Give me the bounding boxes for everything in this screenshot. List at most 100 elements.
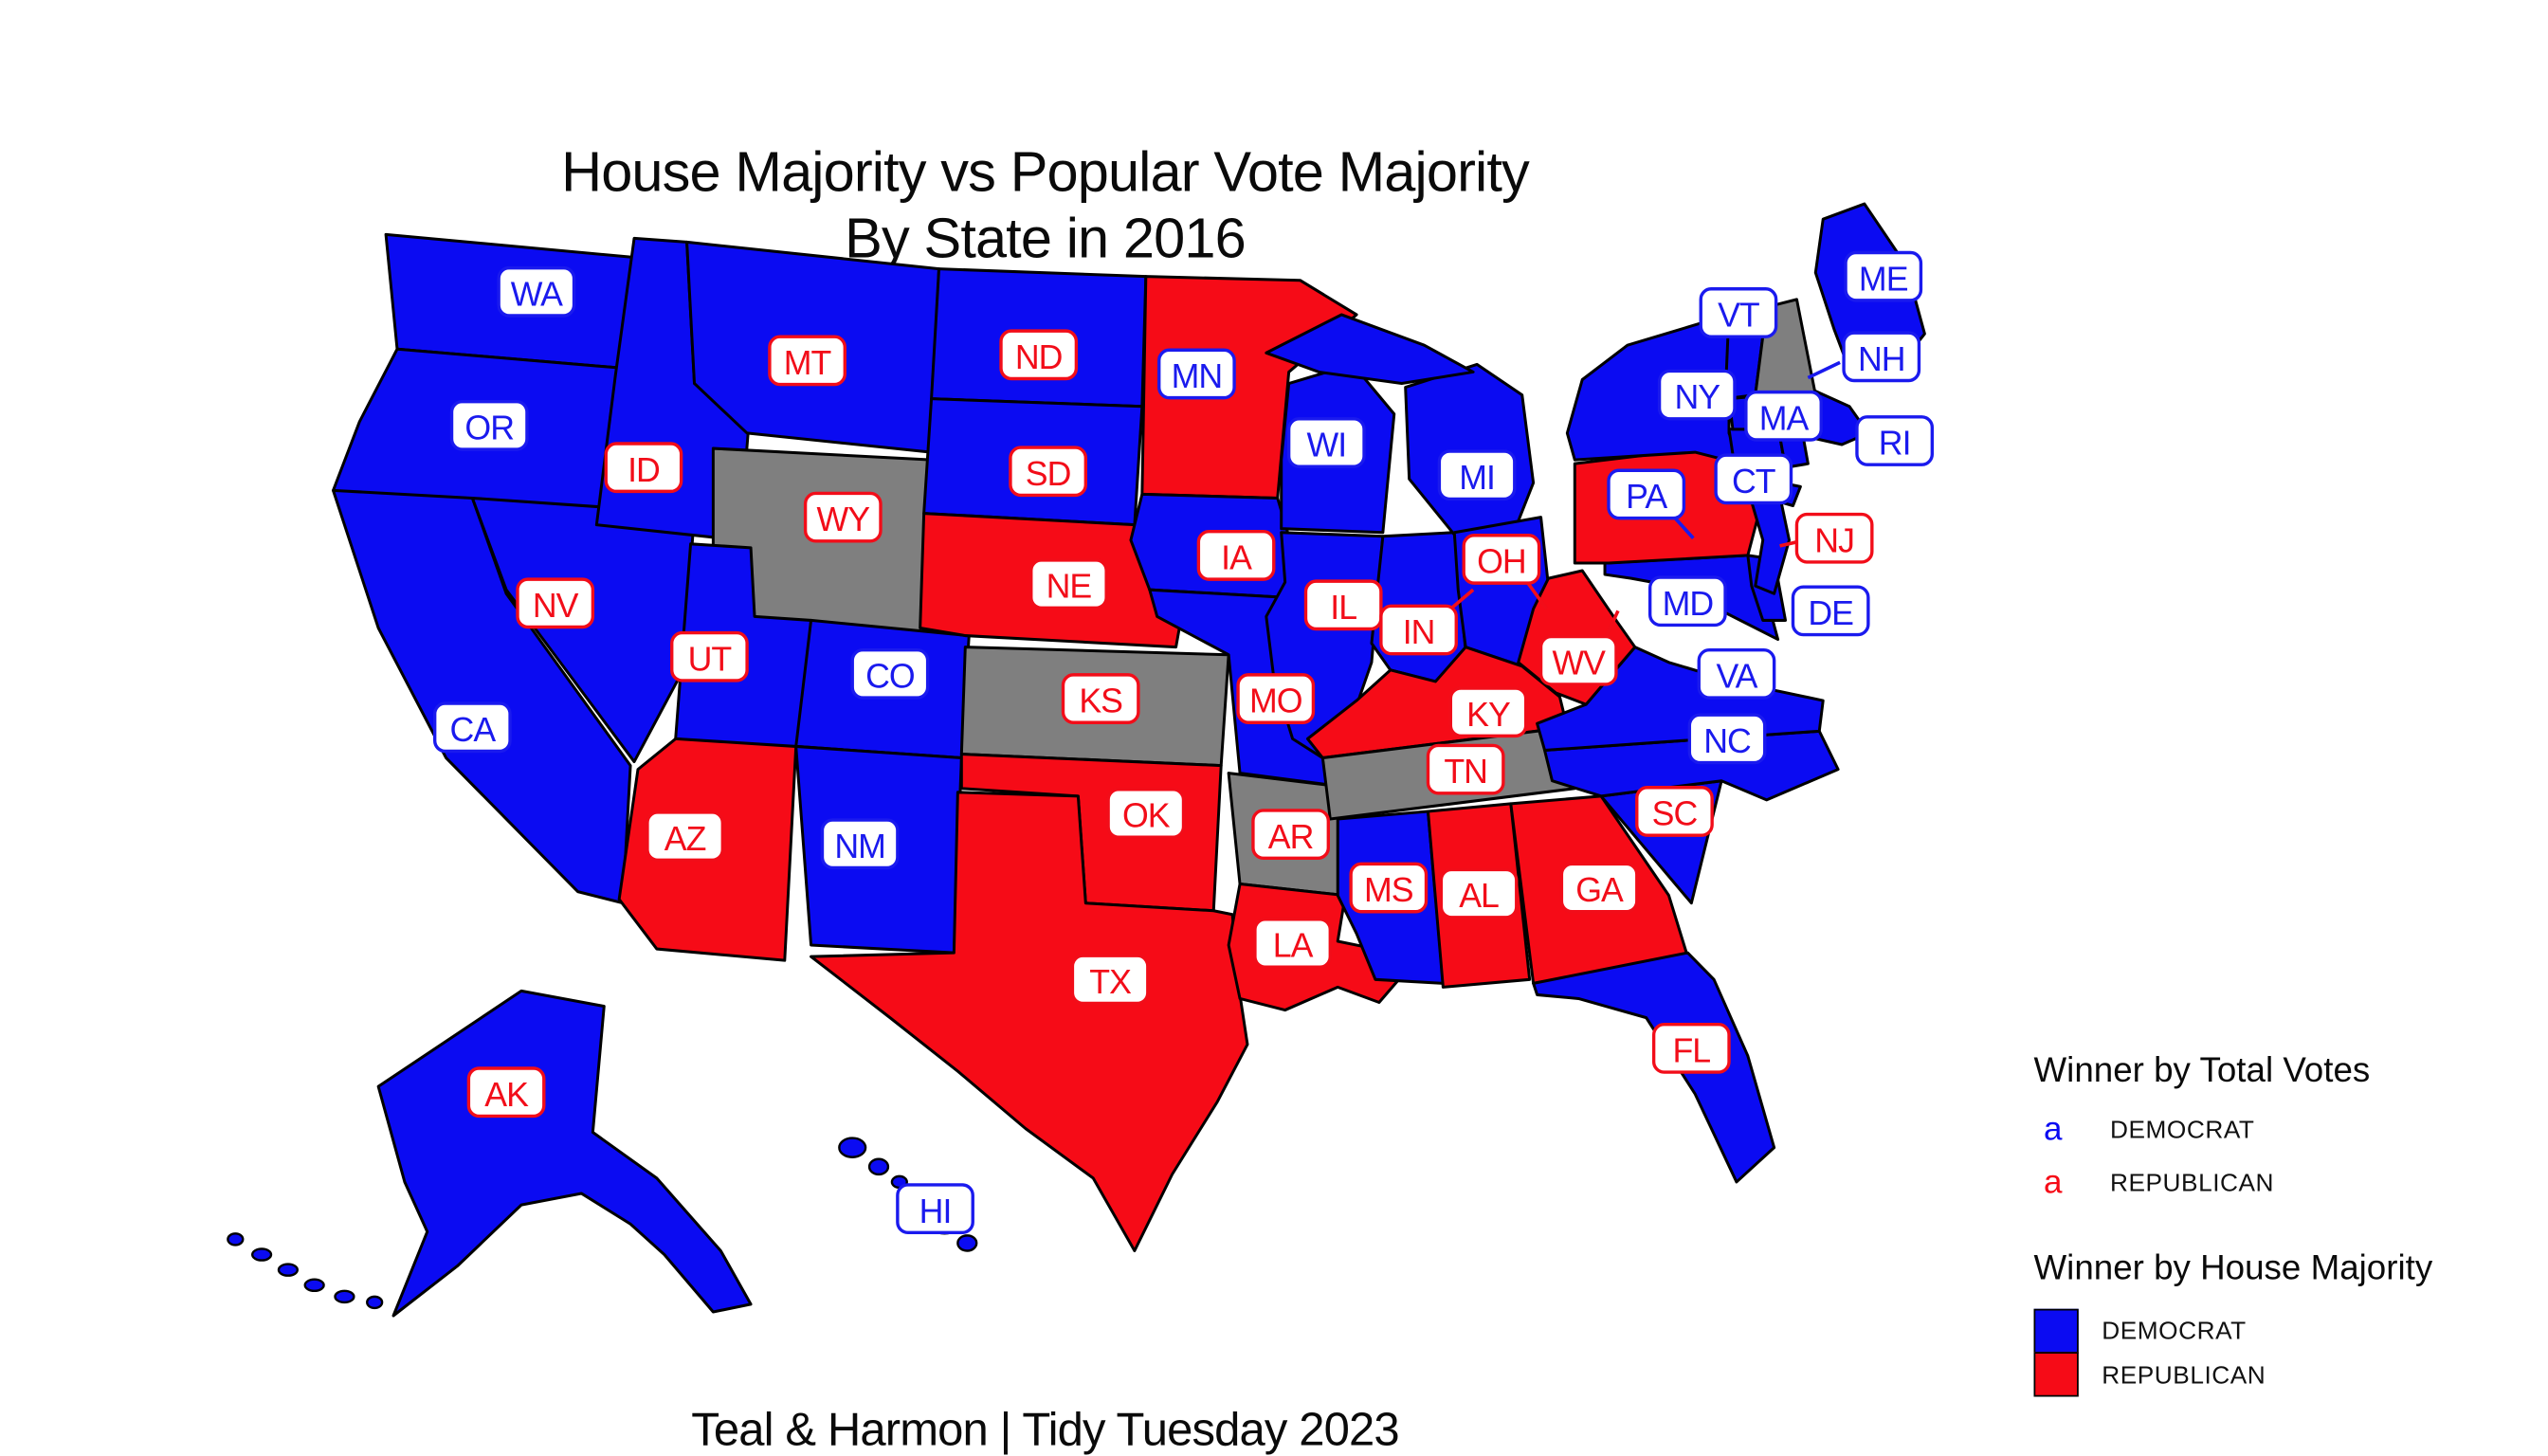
- state-label-box-FL: [1651, 1022, 1731, 1074]
- state-label-box-ME: [1844, 250, 1923, 302]
- state-label-text-NH: NH: [1858, 339, 1905, 378]
- state-label-text-AZ: AZ: [664, 819, 706, 858]
- state-label-text-NM: NM: [834, 827, 885, 865]
- state-label-SC: SC: [1635, 786, 1714, 837]
- state-label-CA: CA: [432, 701, 512, 754]
- state-label-HI: HI: [896, 1183, 974, 1235]
- state-label-text-MT: MT: [784, 343, 832, 382]
- state-label-text-MO: MO: [1249, 681, 1302, 719]
- state-label-PA: PA: [1607, 468, 1686, 520]
- state-label-box-TX: [1070, 954, 1150, 1006]
- state-label-MD: MD: [1647, 575, 1727, 628]
- state-label-TN: TN: [1426, 743, 1505, 795]
- state-label-box-NJ: [1794, 512, 1874, 564]
- state-label-NE: NE: [1029, 558, 1108, 610]
- state-label-AL: AL: [1439, 867, 1519, 919]
- label-pointers-layer: [1449, 360, 1841, 641]
- state-FL: [1532, 951, 1776, 1184]
- state-label-box-UT: [670, 630, 749, 682]
- state-label-text-MS: MS: [1364, 870, 1413, 909]
- state-label-box-TN: [1426, 743, 1505, 795]
- state-label-ME: ME: [1844, 250, 1923, 302]
- state-label-text-HI: HI: [919, 1192, 952, 1230]
- state-label-MA: MA: [1744, 390, 1823, 442]
- state-label-box-LA: [1253, 918, 1332, 969]
- democrat-color-swatch: [2033, 1308, 2079, 1354]
- state-AK: [376, 989, 753, 1318]
- state-label-box-NE: [1029, 558, 1108, 610]
- legend-house-republican-label: REPUBLICAN: [2102, 1360, 2266, 1390]
- state-label-OH: OH: [1462, 534, 1541, 585]
- state-labels-layer: WA OR CA NV ID MT WY UT CO AZ NM ND SD NE KS OK TX MN IA MO…: [432, 250, 1935, 1235]
- state-label-IA: IA: [1196, 530, 1276, 581]
- state-label-NH: NH: [1842, 331, 1921, 383]
- state-label-text-OH: OH: [1477, 541, 1526, 580]
- state-label-text-OK: OK: [1122, 795, 1171, 834]
- state-label-pointer-OH: [1524, 579, 1548, 610]
- state-label-text-VT: VT: [1718, 295, 1760, 334]
- state-label-text-VA: VA: [1716, 656, 1757, 695]
- state-label-box-MD: [1647, 575, 1727, 628]
- state-label-FL: FL: [1651, 1022, 1731, 1074]
- state-label-box-PA: [1607, 468, 1686, 520]
- state-label-text-CO: CO: [865, 656, 915, 695]
- state-label-WA: WA: [497, 265, 576, 318]
- state-label-box-MS: [1349, 862, 1429, 914]
- legend-total-votes-title: Winner by Total Votes: [2033, 1051, 2371, 1090]
- state-label-box-IL: [1303, 579, 1383, 631]
- state-label-pointer-NH: [1807, 360, 1841, 380]
- state-label-text-ME: ME: [1859, 259, 1908, 298]
- state-label-ID: ID: [604, 442, 683, 494]
- state-label-text-KS: KS: [1079, 681, 1122, 719]
- state-label-box-RI: [1855, 415, 1935, 466]
- legend-votes-item-republican: a REPUBLICAN: [2034, 1165, 2532, 1203]
- state-label-box-VA: [1697, 647, 1776, 700]
- state-label-text-WV: WV: [1552, 643, 1606, 682]
- state-HI-island: [956, 1234, 978, 1252]
- state-label-text-MA: MA: [1759, 398, 1810, 437]
- state-label-text-IL: IL: [1330, 588, 1356, 627]
- state-label-text-WY: WY: [817, 500, 871, 538]
- legend-house-majority-title: Winner by House Majority: [2033, 1248, 2433, 1287]
- state-label-text-MD: MD: [1663, 584, 1714, 623]
- state-label-text-KY: KY: [1466, 695, 1511, 734]
- state-label-box-IA: [1196, 530, 1276, 581]
- state-label-box-ID: [604, 442, 683, 494]
- state-label-KY: KY: [1448, 686, 1528, 738]
- state-label-text-ID: ID: [628, 450, 660, 489]
- state-label-text-NE: NE: [1046, 566, 1092, 605]
- chart-title-line2: By State in 2016: [845, 207, 1247, 271]
- state-label-box-NM: [820, 818, 900, 870]
- state-label-box-NH: [1842, 331, 1921, 383]
- state-label-box-CA: [432, 701, 512, 754]
- chart-title: House Majority vs Popular Vote Majority …: [0, 139, 2090, 272]
- state-label-box-WY: [803, 491, 883, 543]
- state-label-text-TX: TX: [1089, 962, 1132, 1001]
- chart-caption: Teal & Harmon | Tidy Tuesday 2023: [691, 1403, 1399, 1455]
- state-label-MT: MT: [768, 335, 846, 387]
- state-label-box-GA: [1559, 862, 1639, 914]
- state-label-box-NY: [1657, 369, 1737, 421]
- state-label-text-GA: GA: [1575, 870, 1624, 909]
- state-HI-island: [867, 1157, 890, 1176]
- state-label-DE: DE: [1791, 585, 1870, 637]
- state-label-text-WI: WI: [1307, 425, 1347, 464]
- state-label-pointer-WV: [1603, 610, 1620, 641]
- state-label-box-OK: [1106, 788, 1186, 839]
- state-label-VT: VT: [1699, 287, 1778, 338]
- state-label-text-SD: SD: [1026, 454, 1071, 493]
- state-label-text-AL: AL: [1459, 876, 1499, 915]
- state-AK-island: [277, 1263, 299, 1277]
- state-label-NM: NM: [820, 818, 900, 870]
- state-label-text-NC: NC: [1703, 721, 1751, 760]
- state-label-text-CA: CA: [450, 710, 497, 749]
- state-label-box-OH: [1462, 534, 1541, 585]
- state-MI: [1265, 313, 1475, 386]
- state-AK-island: [303, 1278, 325, 1293]
- state-label-box-MT: [768, 335, 846, 387]
- state-label-box-AL: [1439, 867, 1519, 919]
- state-label-box-WA: [497, 265, 576, 318]
- state-label-box-AR: [1251, 809, 1330, 861]
- legend-house-item-republican: REPUBLICAN: [2033, 1352, 2532, 1397]
